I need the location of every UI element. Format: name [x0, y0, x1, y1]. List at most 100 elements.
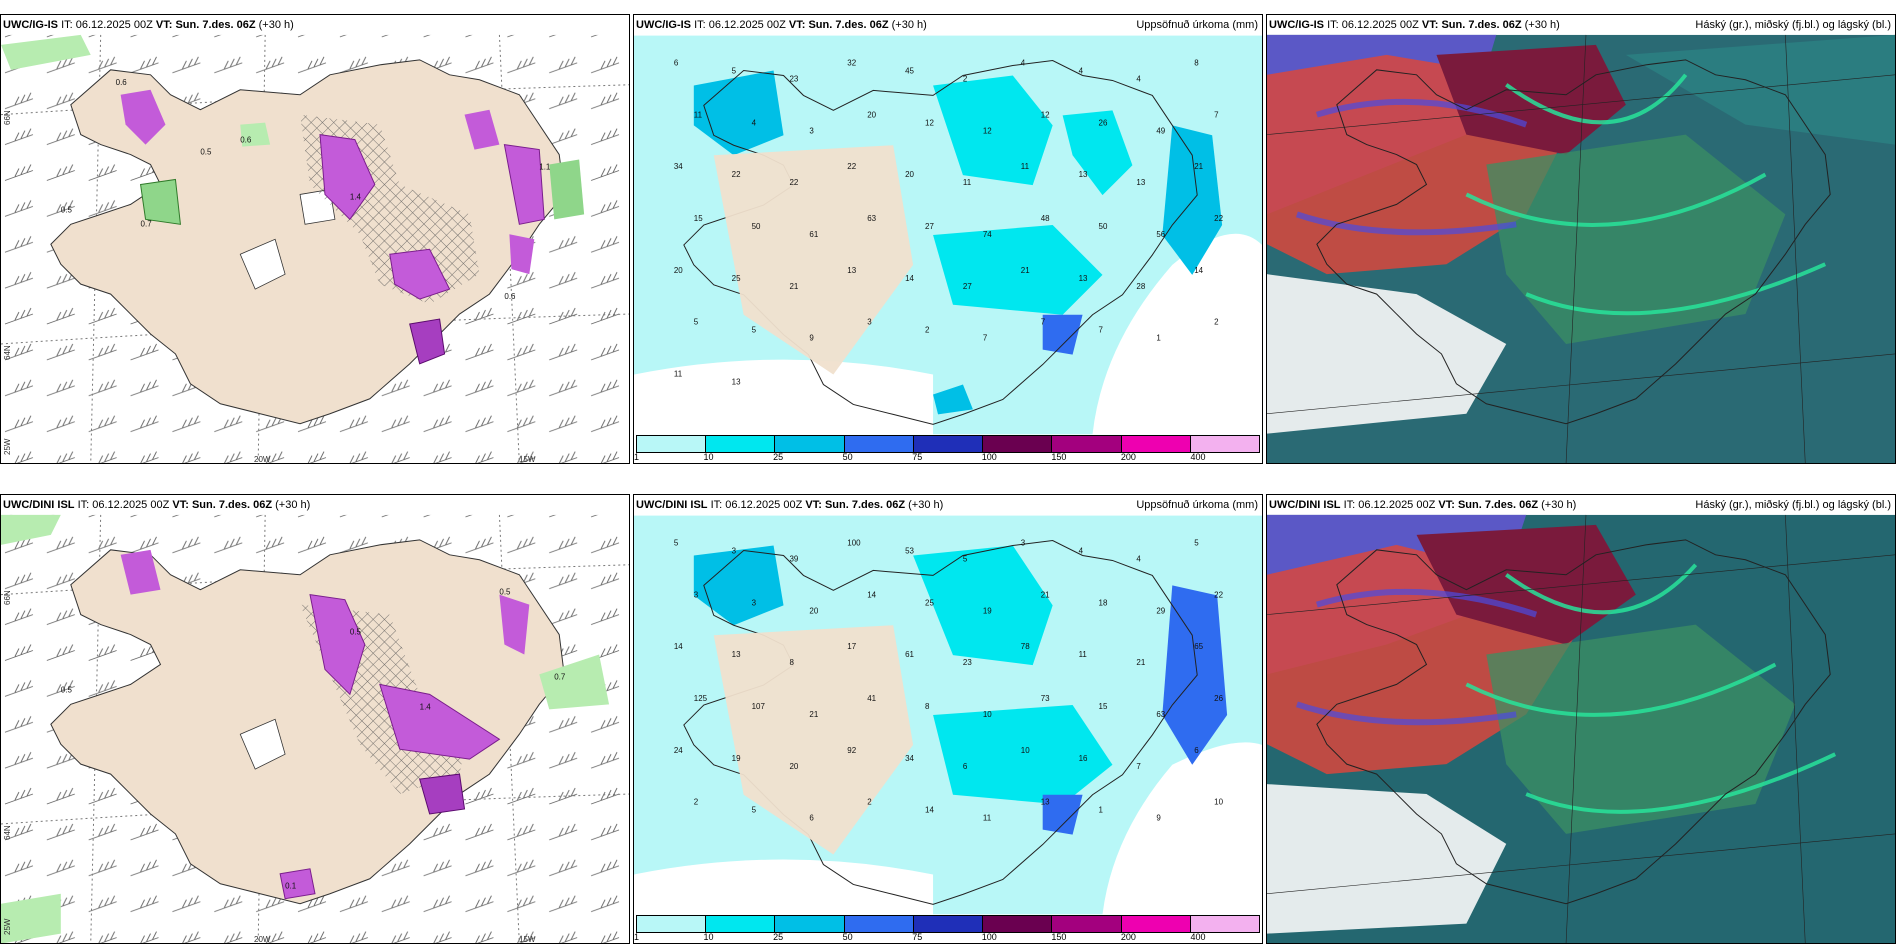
svg-text:0.6: 0.6	[116, 78, 128, 87]
precip-value-label: 22	[732, 170, 741, 179]
legend-bar	[636, 435, 1260, 453]
svg-text:0.7: 0.7	[554, 672, 566, 681]
wind-precip-map: 0.6 0.5 0.5 0.6 1.1 0.7 0.6 1.4	[1, 34, 629, 463]
svg-text:0.6: 0.6	[240, 136, 252, 145]
precip-value-label: 5	[1194, 539, 1199, 548]
legend-swatch	[1121, 916, 1191, 932]
precip-value-label: 21	[1136, 658, 1145, 667]
svg-text:0.1: 0.1	[285, 882, 297, 891]
precip-value-label: 21	[1194, 162, 1203, 171]
legend-tick-label: 100	[981, 932, 997, 942]
precip-value-label: 14	[1194, 266, 1203, 275]
precip-value-label: 2	[925, 326, 930, 335]
precip-value-label: 13	[847, 266, 856, 275]
svg-text:0.7: 0.7	[141, 219, 153, 228]
precip-value-label: 48	[1041, 214, 1050, 223]
legend-swatch	[1052, 436, 1122, 452]
legend-bar	[636, 915, 1260, 933]
precip-value-label: 26	[1214, 694, 1223, 703]
precip-value-label: 2	[963, 74, 968, 83]
precip-value-label: 39	[790, 554, 799, 563]
precip-value-label: 21	[790, 282, 799, 291]
svg-text:0.5: 0.5	[200, 148, 212, 157]
legend-swatch	[844, 916, 914, 932]
legend-tick-label: 10	[703, 452, 714, 462]
legend-tick-label: 1	[634, 452, 640, 462]
precip-legend: 1 10 25 50 75 100 150 200 400	[634, 433, 1262, 463]
precip-value-label: 1	[1099, 806, 1104, 815]
legend-tick-label: 200	[1120, 932, 1136, 942]
wind-precip-map: 0.5 0.5 0.5 1.4 0.7 0.1	[1, 514, 629, 943]
svg-text:0.5: 0.5	[499, 588, 511, 597]
precip-value-label: 7	[983, 334, 988, 343]
lat-label: 64N	[3, 345, 12, 360]
lat-label: 66N	[3, 590, 12, 605]
legend-swatch	[913, 436, 984, 452]
precip-value-label: 3	[752, 598, 757, 607]
precip-value-label: 32	[847, 59, 856, 68]
legend-swatch	[983, 916, 1053, 932]
cloud-map	[1267, 34, 1895, 463]
precip-value-label: 14	[925, 806, 934, 815]
precip-value-label: 14	[867, 590, 876, 599]
svg-text:0.5: 0.5	[350, 628, 362, 637]
precip-value-label: 4	[1079, 66, 1084, 75]
precip-value-label: 63	[1156, 710, 1165, 719]
precip-value-label: 17	[847, 642, 856, 651]
map-panel-accum-precip-top: UWC/IG-IS IT: 06.12.2025 00Z VT: Sun. 7.…	[633, 14, 1263, 464]
precip-value-label: 3	[1021, 539, 1026, 548]
precip-value-label: 23	[963, 658, 972, 667]
precip-value-label: 11	[694, 110, 703, 119]
precip-value-label: 22	[790, 178, 799, 187]
map-panel-precip-type-bottom: UWC/DINI ISL IT: 06.12.2025 00Z VT: Sun.…	[0, 494, 630, 944]
legend-swatch	[1121, 436, 1191, 452]
legend-swatch	[983, 436, 1053, 452]
precip-value-label: 4	[752, 118, 757, 127]
precip-value-label: 21	[809, 710, 818, 719]
precip-value-label: 20	[905, 170, 914, 179]
legend-tick-label: 25	[773, 932, 784, 942]
map-panel-accum-precip-bottom: UWC/DINI ISL IT: 06.12.2025 00Z VT: Sun.…	[633, 494, 1263, 944]
legend-swatch	[706, 916, 776, 932]
precip-value-label: 2	[1214, 318, 1219, 327]
precip-value-label: 13	[1136, 178, 1145, 187]
precip-value-label: 53	[905, 546, 914, 555]
precip-value-label: 9	[1156, 814, 1161, 823]
precip-value-label: 6	[674, 59, 679, 68]
svg-text:1.4: 1.4	[420, 702, 432, 711]
precip-value-label: 4	[1079, 546, 1084, 555]
precip-value-label: 20	[809, 606, 818, 615]
precip-value-label: 12	[1041, 110, 1050, 119]
precip-value-label: 13	[732, 377, 741, 386]
precip-value-label: 56	[1156, 230, 1165, 239]
panel-header: UWC/DINI ISL IT: 06.12.2025 00Z VT: Sun.…	[1269, 499, 1891, 511]
lat-label: 66N	[3, 110, 12, 125]
precip-value-label: 28	[1136, 282, 1145, 291]
precip-value-label: 26	[1099, 118, 1108, 127]
precip-value-label: 45	[905, 66, 914, 75]
lat-label: 25W	[3, 918, 12, 935]
legend-tick-label: 10	[703, 932, 714, 942]
precip-value-label: 3	[867, 318, 872, 327]
panel-header: UWC/IG-IS IT: 06.12.2025 00Z VT: Sun. 7.…	[1269, 19, 1891, 31]
precip-value-label: 25	[732, 274, 741, 283]
panel-header: UWC/IG-IS IT: 06.12.2025 00Z VT: Sun. 7.…	[3, 19, 294, 31]
precip-value-label: 10	[1214, 798, 1223, 807]
precip-value-label: 22	[847, 162, 856, 171]
precip-value-label: 3	[809, 126, 814, 135]
legend-swatch	[1052, 916, 1122, 932]
precip-value-label: 22	[1214, 590, 1223, 599]
lon-label: 20W	[254, 935, 271, 944]
precip-map: 6523324524448114320121212264973422222220…	[634, 35, 1262, 435]
legend-swatch	[775, 436, 845, 452]
precip-value-label: 27	[925, 222, 934, 231]
legend-tick-label: 150	[1051, 452, 1067, 462]
legend-swatch	[913, 916, 984, 932]
svg-text:0.6: 0.6	[504, 292, 516, 301]
legend-tick-label: 100	[981, 452, 997, 462]
precip-value-label: 12	[925, 118, 934, 127]
precip-value-label: 15	[694, 214, 703, 223]
precip-value-label: 11	[963, 178, 972, 187]
legend-swatch	[844, 436, 914, 452]
precip-value-label: 5	[752, 326, 757, 335]
